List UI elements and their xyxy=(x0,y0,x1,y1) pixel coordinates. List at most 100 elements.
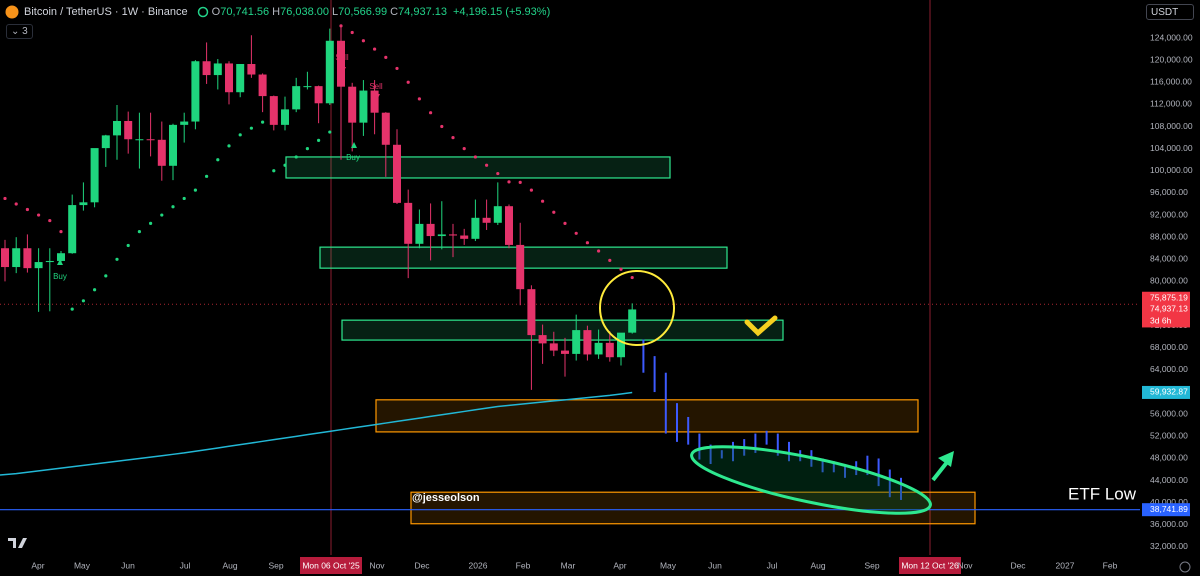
date-highlight xyxy=(300,557,362,574)
y-tick-label: 104,000.00 xyxy=(1150,143,1193,153)
y-tick-label: 92,000.00 xyxy=(1150,209,1188,219)
change: +4,196.15 (+5.93%) xyxy=(453,6,551,18)
sar-dot xyxy=(227,144,231,148)
ohlc-value: 70,566.99 xyxy=(338,6,388,18)
x-tick-label: Sep xyxy=(864,560,879,570)
indicator-toggle[interactable]: ⌄ 3 xyxy=(6,24,33,39)
price-axis xyxy=(1140,0,1200,576)
candle-body xyxy=(68,205,77,254)
candle-body xyxy=(415,223,424,244)
candle-body xyxy=(269,96,278,125)
candle-body xyxy=(538,335,547,344)
candle-body xyxy=(12,248,21,268)
candle-body xyxy=(337,40,345,87)
sar-dot xyxy=(81,299,85,303)
x-tick-label: Sep xyxy=(268,560,283,570)
candle-body xyxy=(34,262,43,269)
x-tick-label: Mar xyxy=(561,560,576,570)
y-tick-label: 88,000.00 xyxy=(1150,231,1188,241)
ohlc-key: L xyxy=(332,6,339,18)
candle-body xyxy=(202,61,211,76)
signal-label: Buy xyxy=(346,153,360,162)
sar-dot xyxy=(485,163,489,167)
sar-dot xyxy=(171,205,175,209)
sar-dot xyxy=(462,147,466,151)
candle-body xyxy=(292,86,301,110)
y-tick-label: 80,000.00 xyxy=(1150,276,1188,286)
arrow xyxy=(931,459,950,482)
candle-body xyxy=(258,74,267,97)
x-tick-label: 2027 xyxy=(1056,560,1075,570)
sar-dot xyxy=(294,155,298,159)
candle-body xyxy=(505,206,513,245)
candle-body xyxy=(359,90,368,123)
candle-body xyxy=(124,120,133,140)
x-tick-label: Jul xyxy=(180,560,191,570)
candle-body xyxy=(157,139,166,166)
price-label: 59,932.87 xyxy=(1150,387,1188,397)
price-label-bg xyxy=(1142,385,1190,399)
price-label-bg xyxy=(1142,291,1190,305)
sar-dot xyxy=(619,267,623,271)
sar-dot xyxy=(238,133,242,137)
x-tick-label: Dec xyxy=(414,560,430,570)
candle-body xyxy=(549,343,558,351)
candle-body xyxy=(1,248,9,268)
symbol: Bitcoin / TetherUS · 1W · Binance xyxy=(24,6,188,18)
candle-body xyxy=(191,61,200,122)
signal-marker xyxy=(351,142,357,148)
status-icon xyxy=(197,6,208,18)
x-tick-label: 2026 xyxy=(469,560,488,570)
zone xyxy=(285,156,671,179)
ohlc-value: 70,741.56 xyxy=(220,6,270,18)
y-tick-label: 124,000.00 xyxy=(1150,32,1193,42)
sar-dot xyxy=(473,155,477,159)
candle-body xyxy=(594,342,603,355)
x-tick-label: May xyxy=(74,560,91,570)
countdown-bg xyxy=(1142,315,1190,328)
y-tick-label: 36,000.00 xyxy=(1150,519,1188,529)
sar-dot xyxy=(541,199,545,203)
candle-body xyxy=(561,350,569,354)
candle-body xyxy=(348,86,357,123)
x-tick-label: Nov xyxy=(957,560,973,570)
sar-dot xyxy=(216,158,220,162)
candle-body xyxy=(314,86,323,104)
x-tick-label: Dec xyxy=(1010,560,1026,570)
signal-label: Sell xyxy=(369,82,383,91)
x-tick-label: Jun xyxy=(708,560,722,570)
sar-dot xyxy=(429,111,433,115)
y-tick-label: 112,000.00 xyxy=(1150,99,1192,109)
sar-dot xyxy=(552,210,556,214)
candle-body xyxy=(460,235,469,239)
x-tick-label: Mon 06 Oct '25 xyxy=(302,560,360,570)
y-tick-label: 120,000.00 xyxy=(1150,54,1193,64)
currency[interactable]: USDT xyxy=(1146,4,1194,20)
candle-body xyxy=(449,234,457,236)
y-tick-label: 48,000.00 xyxy=(1150,453,1188,463)
sar-dot xyxy=(3,196,7,201)
sar-dot xyxy=(451,135,455,140)
sar-dot xyxy=(93,288,97,292)
ohlc-key: O xyxy=(211,6,221,18)
ohlc: O70,741.56 H76,038.00 L70,566.99 C74,937.13 xyxy=(212,6,450,18)
axes: 124,000.00 120,000.00 116,000.00 112,000.00… xyxy=(31,32,1193,574)
candle-body xyxy=(213,63,222,76)
sar-dot xyxy=(149,221,153,225)
candle-body xyxy=(583,330,592,355)
candle-body xyxy=(236,64,245,93)
sar-dot xyxy=(574,231,578,235)
sar-dot xyxy=(160,213,164,217)
indicator-count: 3 xyxy=(22,26,28,37)
y-tick-label: 68,000.00 xyxy=(1150,342,1188,352)
price-label-bg xyxy=(1142,503,1190,517)
ohlc-key: C xyxy=(390,6,399,18)
sar-dot xyxy=(137,230,141,234)
sar-dot xyxy=(261,120,265,124)
sar-dot xyxy=(361,39,365,43)
settings-icon[interactable] xyxy=(1179,561,1191,573)
signal-label: Sell xyxy=(335,53,349,62)
zone xyxy=(341,319,784,341)
y-tick-label: 52,000.00 xyxy=(1150,431,1188,441)
candle-body xyxy=(90,148,99,203)
